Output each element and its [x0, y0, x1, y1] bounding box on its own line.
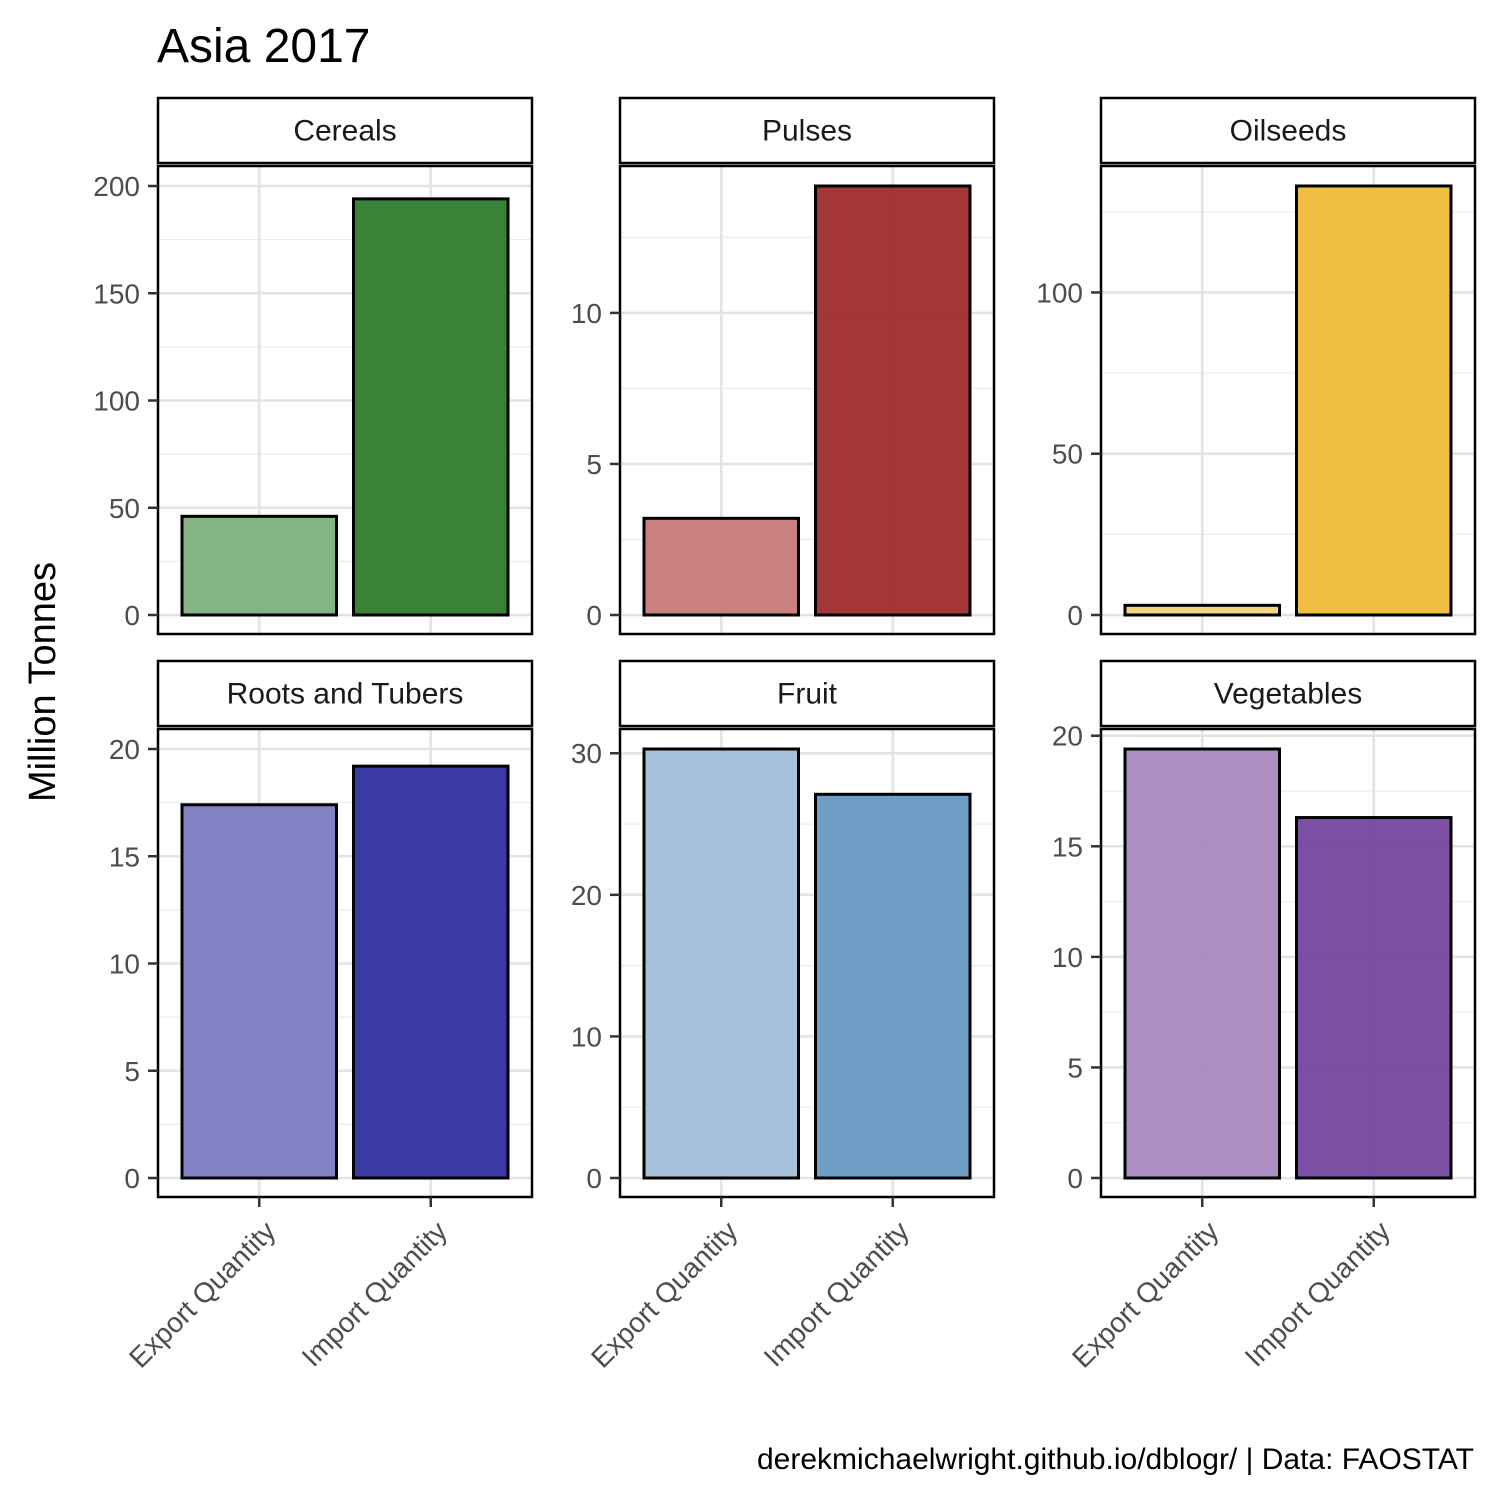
y-tick-label: 50: [1052, 439, 1083, 470]
facet-panel-vegetables: Vegetables 0 5 10 15 20 Export Quantity Import …: [1052, 659, 1477, 1374]
y-tick-label: 10: [1052, 942, 1083, 973]
bar-import-quantity: [352, 197, 510, 617]
y-tick-label: 30: [571, 738, 602, 769]
bar-import-quantity: [814, 184, 972, 617]
y-tick-label: 20: [571, 880, 602, 911]
facet-panel-oilseeds: Oilseeds 0 50 100: [1036, 96, 1477, 636]
y-tick-label: 5: [1067, 1052, 1083, 1083]
x-tick-label: Import Quantity: [1239, 1215, 1396, 1372]
y-tick-label: 0: [1067, 600, 1083, 631]
facet-panel-roots-and-tubers: Roots and Tubers 0 5 10 15 20 Export Quantity I…: [109, 659, 534, 1374]
x-tick-label: Import Quantity: [758, 1215, 915, 1372]
panel-border: [1099, 164, 1477, 636]
chart-title: Asia 2017: [157, 20, 371, 73]
facet-strip: [618, 659, 996, 728]
y-tick-label: 150: [93, 278, 140, 309]
facet-strip: [156, 659, 534, 728]
y-tick-label: 0: [586, 1163, 602, 1194]
facet-strip: [156, 96, 534, 165]
facet-panel-pulses: Pulses 0 5 10: [571, 96, 996, 636]
y-tick-label: 20: [1052, 721, 1083, 752]
x-tick-label: Import Quantity: [296, 1215, 453, 1372]
chart-caption: derekmichaelwright.github.io/dblogr/ | D…: [757, 1443, 1474, 1476]
facet-grid: Cereals050100150200Pulses0510Oilseeds050…: [93, 96, 1477, 1374]
bar-export-quantity: [642, 516, 800, 617]
facet-strip: [1099, 659, 1477, 728]
bar-export-quantity: [1123, 747, 1281, 1180]
bar-export-quantity: [180, 803, 338, 1180]
y-tick-label: 5: [124, 1056, 140, 1087]
bar-export-quantity: [642, 747, 800, 1180]
y-tick-label: 15: [109, 841, 140, 872]
facet-panel-cereals: Cereals 0 50 100 150 200: [93, 96, 534, 636]
y-tick-label: 100: [1036, 277, 1083, 308]
bar-export-quantity: [180, 514, 338, 617]
panel-border: [1099, 727, 1477, 1199]
y-tick-label: 20: [109, 734, 140, 765]
y-tick-label: 5: [586, 449, 602, 480]
y-tick-label: 100: [93, 386, 140, 417]
facet-strip-label: Oilseeds: [1230, 115, 1347, 148]
x-tick-label: Export Quantity: [1066, 1215, 1224, 1373]
panel-border: [618, 727, 996, 1199]
y-tick-label: 50: [109, 493, 140, 524]
bar-import-quantity: [352, 764, 510, 1180]
facet-strip: [1099, 96, 1477, 165]
y-tick-label: 10: [571, 1021, 602, 1052]
bar-import-quantity: [1295, 816, 1453, 1180]
facet-strip-label: Pulses: [762, 115, 852, 148]
panel-border: [618, 164, 996, 636]
y-tick-label: 15: [1052, 831, 1083, 862]
facet-strip-label: Vegetables: [1214, 678, 1362, 711]
y-tick-label: 0: [124, 600, 140, 631]
x-tick-label: Export Quantity: [123, 1215, 281, 1373]
y-tick-label: 0: [586, 600, 602, 631]
y-tick-label: 0: [124, 1163, 140, 1194]
y-tick-label: 10: [571, 298, 602, 329]
facet-strip-label: Fruit: [777, 678, 838, 711]
facet-strip-label: Roots and Tubers: [227, 678, 464, 711]
y-tick-label: 200: [93, 171, 140, 202]
y-tick-label: 0: [1067, 1163, 1083, 1194]
facet-panel-fruit: Fruit 0 10 20 30 Export Quantity Import Quanti…: [571, 659, 996, 1374]
facet-strip: [618, 96, 996, 165]
bar-export-quantity: [1123, 603, 1281, 617]
y-tick-label: 10: [109, 949, 140, 980]
bar-import-quantity: [1295, 184, 1453, 617]
facet-strip-label: Cereals: [293, 115, 396, 148]
bar-import-quantity: [814, 792, 972, 1180]
x-tick-label: Export Quantity: [585, 1215, 743, 1373]
y-axis-label: Million Tonnes: [22, 562, 64, 802]
